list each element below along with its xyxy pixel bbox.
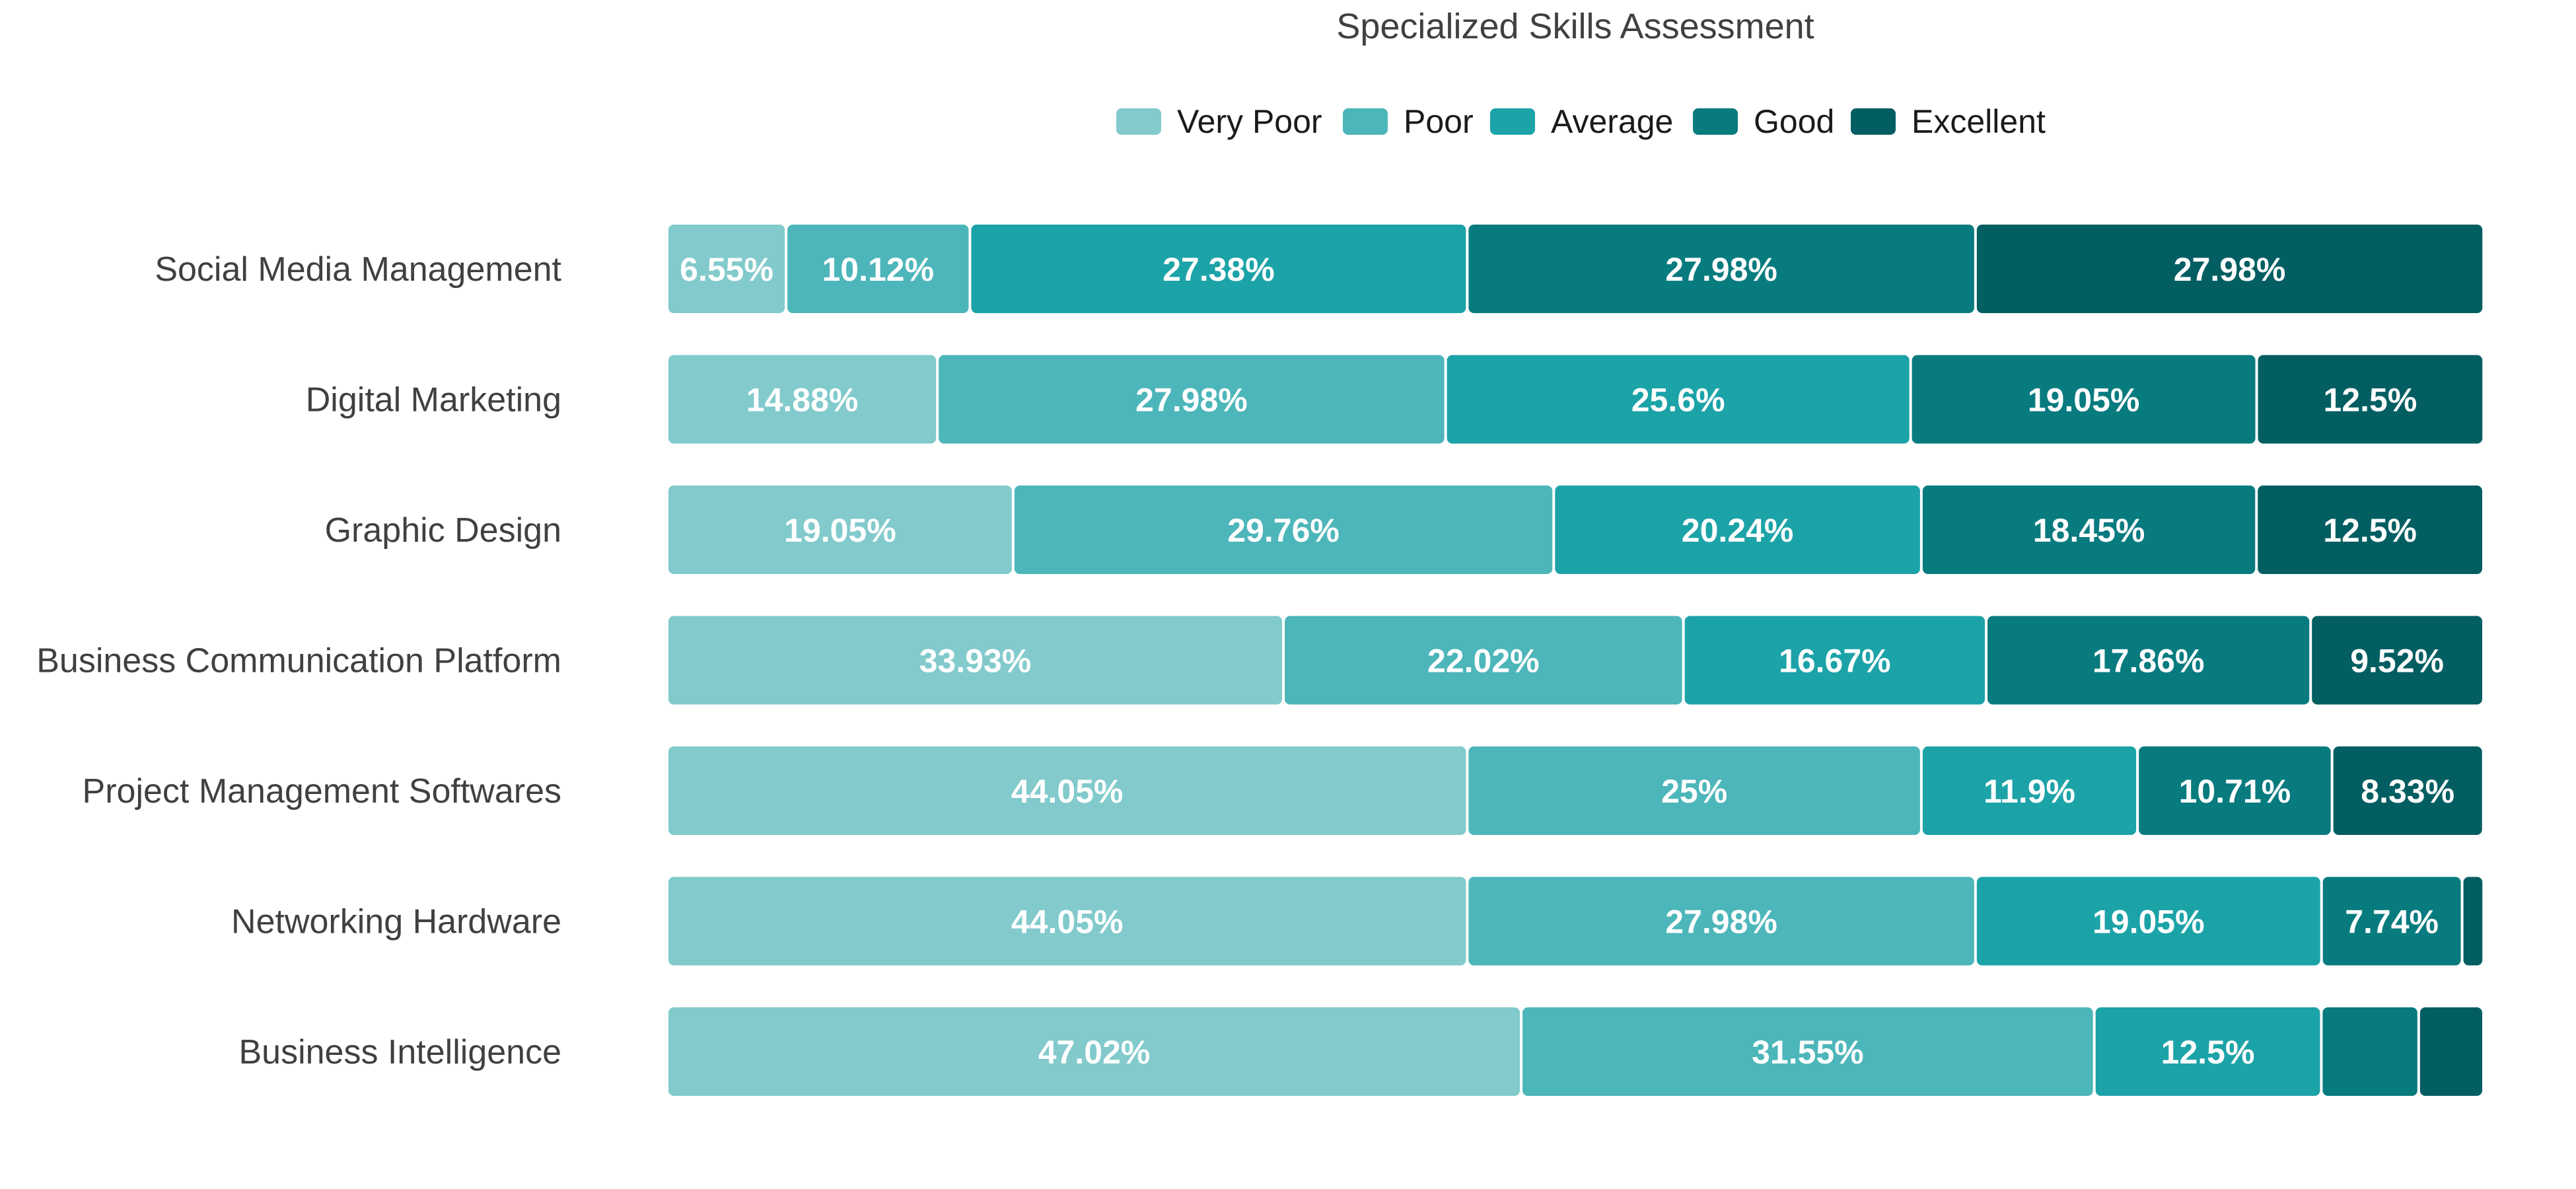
bar-project-management-softwares-very-poor xyxy=(668,746,1466,835)
bar-graphic-design-excellent xyxy=(2258,486,2482,574)
data-label-social-media-management-good: 27.98% xyxy=(1665,251,1777,288)
data-label-social-media-management-excellent: 27.98% xyxy=(2174,251,2286,288)
bar-business-communication-platform-excellent xyxy=(2312,616,2482,705)
bar-social-media-management-average xyxy=(971,225,1466,313)
data-label-social-media-management-very-poor: 6.55% xyxy=(680,251,773,288)
bar-graphic-design-poor xyxy=(1014,486,1553,574)
category-axis-labels: Social Media Management Digital Marketing… xyxy=(36,250,561,1071)
chart-legend: Very Poor Poor Average Good Excellent xyxy=(1116,103,2046,140)
category-label-business-communication-platform: Business Communication Platform xyxy=(36,642,561,680)
data-label-digital-marketing-good: 19.05% xyxy=(2028,382,2140,419)
bar-business-communication-platform-very-poor xyxy=(668,616,1283,705)
data-label-project-management-softwares-excellent: 8.33% xyxy=(2361,773,2454,810)
bar-business-intelligence-average xyxy=(2095,1007,2320,1096)
data-label-business-communication-platform-average: 16.67% xyxy=(1779,643,1891,680)
legend-swatch-good xyxy=(1693,108,1738,135)
bar-social-media-management-good xyxy=(1468,225,1974,313)
data-label-networking-hardware-poor: 27.98% xyxy=(1665,904,1777,941)
bar-digital-marketing-excellent xyxy=(2258,355,2483,444)
bar-digital-marketing-good xyxy=(1912,355,2256,444)
bar-networking-hardware-very-poor xyxy=(668,877,1466,966)
data-label-networking-hardware-average: 19.05% xyxy=(2093,904,2205,941)
category-label-social-media-management: Social Media Management xyxy=(155,250,561,289)
data-label-graphic-design-good: 18.45% xyxy=(2033,512,2145,549)
bar-digital-marketing-average xyxy=(1447,355,1910,444)
legend-label-poor: Poor xyxy=(1404,103,1474,140)
bar-graphic-design-average xyxy=(1555,486,1920,574)
bar-graphic-design-good xyxy=(1922,486,2256,574)
data-label-project-management-softwares-very-poor: 44.05% xyxy=(1011,773,1124,810)
data-label-business-intelligence-very-poor: 47.02% xyxy=(1038,1034,1151,1071)
data-label-digital-marketing-very-poor: 14.88% xyxy=(746,382,859,419)
legend-swatch-average xyxy=(1490,108,1535,135)
data-label-social-media-management-average: 27.38% xyxy=(1163,251,1275,288)
category-label-graphic-design: Graphic Design xyxy=(325,511,561,550)
legend-label-average: Average xyxy=(1551,103,1673,140)
bar-project-management-softwares-excellent xyxy=(2333,746,2482,835)
data-label-graphic-design-excellent: 12.5% xyxy=(2323,512,2417,549)
data-label-business-communication-platform-excellent: 9.52% xyxy=(2350,643,2444,680)
data-label-social-media-management-poor: 10.12% xyxy=(822,251,934,288)
bar-digital-marketing-poor xyxy=(939,355,1445,444)
data-label-project-management-softwares-good: 10.71% xyxy=(2179,773,2291,810)
bar-business-intelligence-good xyxy=(2322,1007,2417,1096)
bar-business-intelligence-poor xyxy=(1522,1007,2093,1096)
bar-data-labels: 6.55% 10.12% 27.38% 27.98% 27.98% 14.88% 27.98… xyxy=(680,251,2454,1071)
data-label-digital-marketing-excellent: 12.5% xyxy=(2324,382,2417,419)
data-label-business-communication-platform-very-poor: 33.93% xyxy=(919,643,1032,680)
legend-swatch-very-poor xyxy=(1116,108,1161,135)
data-label-networking-hardware-good: 7.74% xyxy=(2345,904,2439,941)
category-label-project-management-softwares: Project Management Softwares xyxy=(83,772,561,811)
data-label-networking-hardware-very-poor: 44.05% xyxy=(1011,904,1124,941)
legend-swatch-poor xyxy=(1343,108,1388,135)
data-label-digital-marketing-poor: 27.98% xyxy=(1135,382,1248,419)
data-label-project-management-softwares-poor: 25% xyxy=(1661,773,1727,810)
bar-project-management-softwares-poor xyxy=(1468,746,1920,835)
legend-label-very-poor: Very Poor xyxy=(1177,103,1322,140)
data-label-business-intelligence-average: 12.5% xyxy=(2161,1034,2255,1071)
bar-project-management-softwares-good xyxy=(2139,746,2331,835)
bar-segments xyxy=(668,225,2483,1096)
bar-networking-hardware-average xyxy=(1976,877,2320,966)
bar-networking-hardware-excellent xyxy=(2463,877,2483,966)
data-label-graphic-design-poor: 29.76% xyxy=(1227,512,1340,549)
legend-label-good: Good xyxy=(1754,103,1834,140)
data-label-business-communication-platform-good: 17.86% xyxy=(2093,643,2205,680)
legend-label-excellent: Excellent xyxy=(1912,103,2046,140)
bar-social-media-management-excellent xyxy=(1976,225,2483,313)
bar-networking-hardware-poor xyxy=(1468,877,1974,966)
bar-business-intelligence-excellent xyxy=(2419,1007,2482,1096)
bar-project-management-softwares-average xyxy=(1922,746,2137,835)
bar-graphic-design-very-poor xyxy=(668,486,1012,574)
bar-digital-marketing-very-poor xyxy=(668,355,937,444)
data-label-project-management-softwares-average: 11.9% xyxy=(1984,773,2075,810)
bar-business-communication-platform-poor xyxy=(1285,616,1682,705)
data-label-business-intelligence-poor: 31.55% xyxy=(1752,1034,1864,1071)
category-label-business-intelligence: Business Intelligence xyxy=(238,1033,561,1071)
data-label-graphic-design-average: 20.24% xyxy=(1682,512,1794,549)
category-label-networking-hardware: Networking Hardware xyxy=(231,903,561,941)
category-label-digital-marketing: Digital Marketing xyxy=(306,381,561,419)
data-label-digital-marketing-average: 25.6% xyxy=(1631,382,1725,419)
bar-social-media-management-poor xyxy=(787,225,969,313)
legend-swatch-excellent xyxy=(1851,108,1896,135)
chart-title: Specialized Skills Assessment xyxy=(1336,7,1814,46)
bar-business-intelligence-very-poor xyxy=(668,1007,1521,1096)
bar-business-communication-platform-average xyxy=(1684,616,1986,705)
data-label-business-communication-platform-poor: 22.02% xyxy=(1427,643,1540,680)
bar-business-communication-platform-good xyxy=(1987,616,2310,705)
data-label-graphic-design-very-poor: 19.05% xyxy=(784,512,896,549)
bar-networking-hardware-good xyxy=(2322,877,2461,966)
bar-social-media-management-very-poor xyxy=(668,225,785,313)
